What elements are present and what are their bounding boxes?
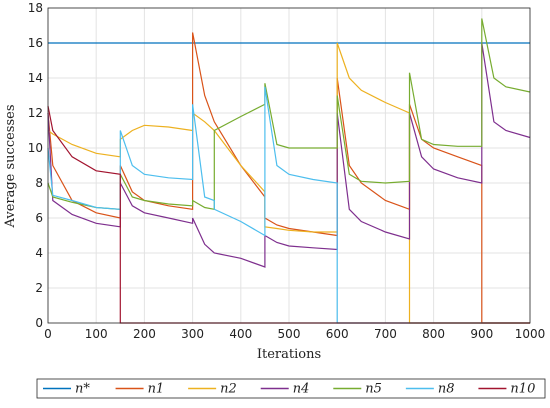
y-tick-label: 2 — [35, 281, 43, 295]
y-tick-label: 0 — [35, 316, 43, 330]
legend-label: n4 — [293, 382, 310, 397]
x-tick-label: 300 — [181, 327, 204, 341]
legend-box — [36, 378, 546, 399]
x-tick-label: 0 — [44, 327, 52, 341]
legend-label: n* — [75, 382, 90, 397]
y-tick-label: 10 — [28, 141, 43, 155]
legend-label: n10 — [510, 382, 535, 397]
y-tick-label: 8 — [35, 176, 43, 190]
x-tick-label: 400 — [229, 327, 252, 341]
plot-frame — [47, 7, 531, 324]
x-tick-label: 700 — [374, 327, 397, 341]
legend-label: n8 — [438, 382, 455, 397]
x-tick-label: 100 — [85, 327, 108, 341]
y-axis-label: Average successes — [3, 104, 18, 228]
series-line — [47, 18, 531, 211]
legend-label: n1 — [148, 382, 165, 397]
y-tick-label: 16 — [28, 36, 43, 50]
series-line — [47, 32, 530, 324]
x-tick-label: 900 — [470, 327, 493, 341]
series-line — [47, 42, 531, 268]
legend-label: n5 — [365, 382, 382, 397]
y-tick-label: 6 — [35, 211, 43, 225]
x-tick-label: 200 — [133, 327, 156, 341]
x-tick-label: 800 — [422, 327, 445, 341]
y-tick-label: 4 — [35, 246, 43, 260]
x-axis-label: Iterations — [257, 347, 321, 362]
x-tick-label: 500 — [278, 327, 301, 341]
y-tick-label: 12 — [28, 106, 43, 120]
y-tick-label: 14 — [28, 71, 43, 85]
legend-label: n2 — [220, 382, 237, 397]
x-tick-label: 1000 — [515, 327, 546, 341]
y-tick-label: 18 — [28, 1, 43, 15]
x-tick-label: 600 — [326, 327, 349, 341]
